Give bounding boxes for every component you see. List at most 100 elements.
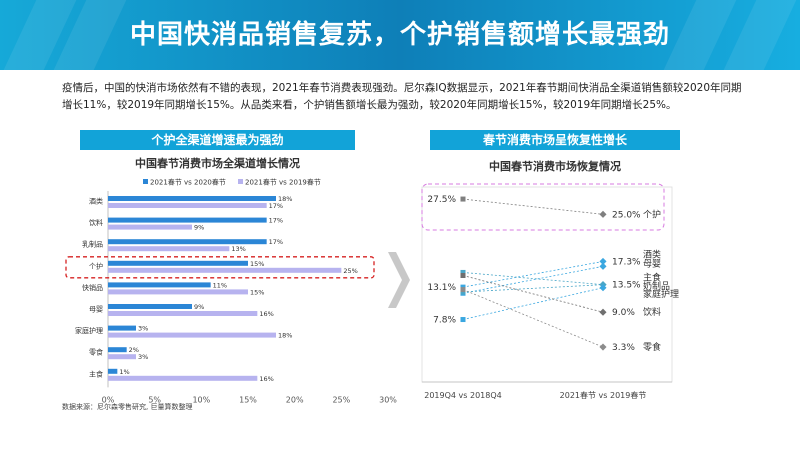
start-value-label: 7.8% bbox=[433, 316, 456, 326]
series-end-label: 25.0% bbox=[612, 210, 641, 220]
x-tick-label: 30% bbox=[379, 395, 397, 404]
data-label-series-1: 18% bbox=[278, 195, 292, 203]
data-label-series-2: 3% bbox=[138, 353, 148, 361]
data-label-series-2: 18% bbox=[278, 332, 292, 340]
bar-series-1 bbox=[108, 304, 192, 309]
series-start-marker bbox=[460, 317, 466, 323]
x-tick-label: 5% bbox=[148, 395, 161, 404]
category-label: 母婴 bbox=[89, 306, 103, 314]
series-start-marker bbox=[460, 269, 466, 275]
data-label-series-1: 17% bbox=[269, 217, 283, 225]
series-line bbox=[462, 289, 604, 348]
x-tick-label: 15% bbox=[239, 395, 257, 404]
series-end-marker bbox=[599, 210, 607, 218]
series-start-marker bbox=[460, 196, 466, 202]
category-label: 个护 bbox=[89, 261, 103, 270]
series-name-label: 酒类 bbox=[643, 249, 661, 261]
bar-series-2 bbox=[108, 289, 248, 295]
series-end-label: 9.0% bbox=[612, 308, 635, 318]
bar-series-1 bbox=[108, 347, 127, 353]
category-label: 酒类 bbox=[89, 197, 103, 206]
series-end-label: 13.5% bbox=[612, 281, 641, 291]
x-tick-label: 20% bbox=[286, 395, 304, 404]
category-label: 主食 bbox=[89, 369, 103, 378]
data-label-series-2: 17% bbox=[269, 202, 283, 210]
bar-series-2 bbox=[108, 375, 258, 381]
header-banner: 中国快消品销售复苏，个护销售额增长最强劲 bbox=[0, 0, 800, 70]
data-label-series-2: 9% bbox=[194, 224, 204, 232]
bar-series-2 bbox=[108, 267, 342, 273]
bar-series-1 bbox=[108, 260, 248, 266]
category-label: 零食 bbox=[89, 348, 103, 357]
start-value-label: 27.5% bbox=[427, 195, 456, 205]
series-line bbox=[462, 275, 604, 313]
data-label-series-1: 3% bbox=[138, 325, 148, 333]
data-label-series-1: 11% bbox=[213, 281, 227, 289]
series-name-label: 零食 bbox=[643, 341, 661, 353]
data-label-series-2: 13% bbox=[231, 245, 245, 253]
series-name-label: 家庭护理 bbox=[643, 288, 679, 300]
data-label-series-2: 16% bbox=[259, 375, 273, 383]
x-tick-label: 10% bbox=[192, 395, 210, 404]
series-name-label: 个护 bbox=[643, 208, 661, 220]
start-value-label: 13.1% bbox=[427, 283, 456, 293]
series-end-marker bbox=[599, 308, 607, 316]
data-label-series-1: 2% bbox=[129, 346, 139, 354]
series-name-label: 母婴 bbox=[643, 258, 661, 269]
bar-series-2 bbox=[108, 246, 230, 252]
category-label: 快销品 bbox=[82, 283, 103, 292]
bar-series-1 bbox=[108, 282, 211, 288]
series-name-label: 主食 bbox=[643, 271, 661, 283]
series-line bbox=[462, 265, 604, 294]
legend-swatch-series-1 bbox=[143, 179, 148, 184]
series-end-label: 17.3% bbox=[612, 257, 641, 267]
chevron-right-icon bbox=[388, 252, 410, 308]
legend-label-series-2: 2021春节 vs 2019春节 bbox=[245, 178, 321, 187]
category-label: 家庭护理 bbox=[75, 326, 103, 335]
series-line bbox=[462, 287, 604, 320]
series-name-label: 奶制品 bbox=[643, 280, 670, 292]
series-end-marker bbox=[599, 343, 607, 351]
source-note: 数据来源：尼尔森零售研究, 巨量算数整理 bbox=[62, 403, 193, 411]
data-label-series-1: 17% bbox=[269, 238, 283, 246]
line-chart-title: 中国春节消费市场恢复情况 bbox=[489, 160, 621, 173]
series-end-marker bbox=[599, 284, 607, 292]
series-line bbox=[462, 272, 604, 286]
bar-series-2 bbox=[108, 332, 276, 338]
bar-series-2 bbox=[108, 354, 136, 360]
bar-series-1 bbox=[108, 196, 276, 201]
data-label-series-1: 15% bbox=[250, 260, 264, 268]
category-label: 乳制品 bbox=[82, 240, 103, 249]
x-tick-label: 25% bbox=[332, 395, 350, 404]
left-panel-heading: 个护全渠道增速最为强劲 bbox=[80, 130, 355, 150]
x-tick-label: 2021春节 vs 2019春节 bbox=[560, 390, 647, 400]
highlight-box bbox=[65, 256, 375, 279]
data-label-series-1: 9% bbox=[194, 303, 204, 311]
x-tick-label: 0% bbox=[102, 395, 115, 404]
bar-series-1 bbox=[108, 239, 267, 245]
data-label-series-2: 16% bbox=[259, 310, 273, 318]
bar-series-1 bbox=[108, 325, 136, 331]
series-name-label: 饮料 bbox=[643, 306, 661, 318]
data-label-series-2: 25% bbox=[343, 267, 357, 275]
series-line bbox=[462, 198, 604, 215]
highlight-box bbox=[421, 183, 665, 231]
series-start-marker bbox=[460, 287, 466, 293]
page-title: 中国快消品销售复苏，个护销售额增长最强劲 bbox=[129, 20, 670, 50]
intro-paragraph: 疫情后，中国的快消市场依然有不错的表现，2021年春节消费表现强劲。尼尔森IQ数… bbox=[62, 82, 742, 111]
bar-series-1 bbox=[108, 368, 118, 374]
right-panel-heading: 春节消费市场呈恢复性增长 bbox=[430, 130, 680, 150]
bar-chart-title: 中国春节消费市场全渠道增长情况 bbox=[135, 157, 300, 170]
bar-series-1 bbox=[108, 217, 267, 223]
bar-series-2 bbox=[108, 224, 192, 230]
legend-label-series-1: 2021春节 vs 2020春节 bbox=[150, 178, 226, 187]
x-tick-label: 2019Q4 vs 2018Q4 bbox=[424, 391, 501, 400]
legend-swatch-series-2 bbox=[238, 179, 243, 184]
category-label: 饮料 bbox=[89, 218, 103, 227]
series-end-marker bbox=[599, 262, 607, 270]
line-chart: 25.0% 17.3% 13.5% 9.0% 3.3% 27.5% 13.1% 7.8% 个护酒… bbox=[421, 183, 679, 400]
data-label-series-2: 15% bbox=[250, 288, 264, 296]
series-line bbox=[462, 284, 604, 293]
bar-series-2 bbox=[108, 311, 258, 316]
